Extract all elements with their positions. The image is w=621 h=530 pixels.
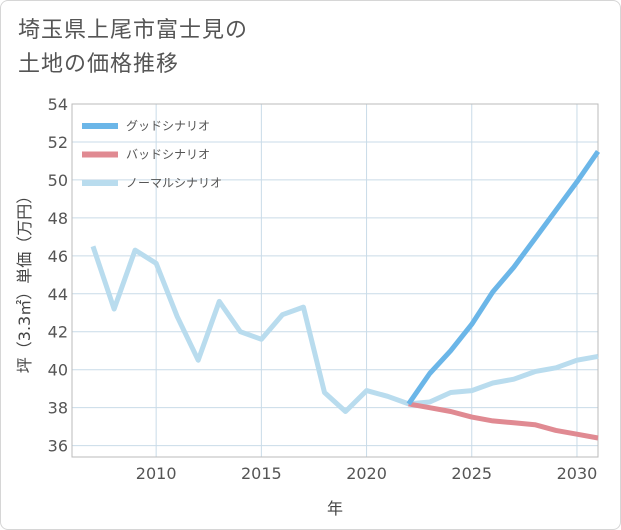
y-tick-label: 38 — [48, 399, 68, 418]
series-line-1 — [408, 401, 599, 441]
y-tick-label: 52 — [48, 133, 68, 152]
y-axis-ticks: 36 38 40 42 44 46 48 50 52 54 — [48, 95, 68, 456]
x-tick-label: 2025 — [451, 464, 492, 483]
x-axis-label: 年 — [327, 499, 343, 518]
plot-area-border — [71, 103, 599, 458]
legend-label-1: バッドシナリオ — [126, 148, 210, 162]
series-lines — [90, 149, 601, 441]
series-line-2 — [90, 245, 599, 414]
x-axis-ticks: 2010 2015 2020 2025 2030 — [136, 464, 598, 483]
x-tick-label: 2015 — [241, 464, 282, 483]
series-line-0 — [406, 149, 601, 406]
legend-label-0: グッドシナリオ — [126, 119, 210, 133]
grid-lines — [72, 103, 598, 457]
x-tick-label: 2020 — [346, 464, 387, 483]
chart-title-line-2: 土地の価格推移 — [18, 52, 180, 77]
x-tick-label: 2030 — [557, 464, 598, 483]
chart-title: 埼玉県上尾市富士見の 土地の価格推移 — [18, 14, 248, 82]
x-tick-label: 2010 — [136, 464, 177, 483]
y-tick-label: 36 — [48, 437, 68, 456]
y-tick-label: 42 — [48, 323, 68, 342]
legend-label-2: ノーマルシナリオ — [126, 176, 222, 190]
y-tick-label: 54 — [48, 95, 68, 114]
y-tick-label: 40 — [48, 361, 68, 380]
y-axis-label: 坪（3.3㎡）単価（万円） — [15, 188, 34, 373]
chart-title-line-1: 埼玉県上尾市富士見の — [18, 18, 249, 43]
y-tick-label: 48 — [48, 209, 68, 228]
y-tick-label: 50 — [48, 171, 68, 190]
y-tick-label: 46 — [48, 247, 68, 266]
y-tick-label: 44 — [48, 285, 68, 304]
